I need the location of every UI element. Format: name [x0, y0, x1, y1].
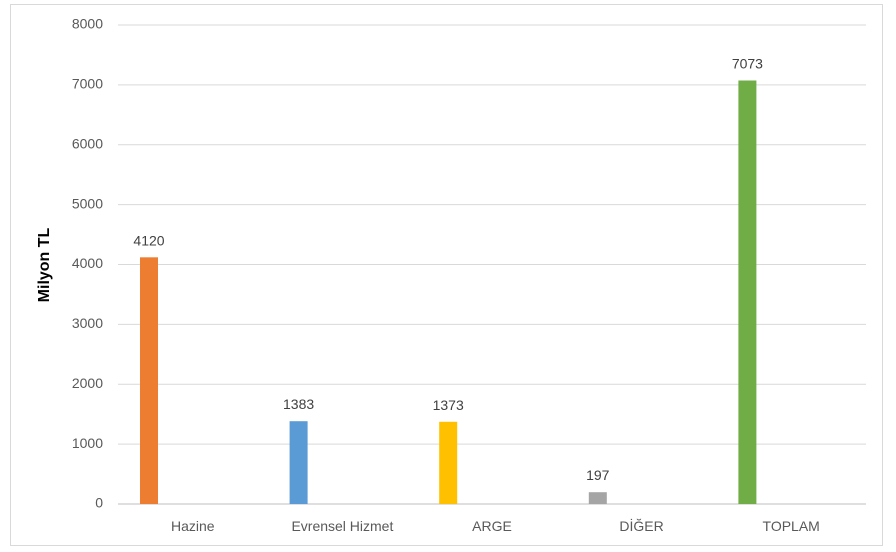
data-label-1: 1383	[283, 396, 314, 412]
bar-2	[439, 421, 458, 504]
y-tick-label: 5000	[72, 195, 103, 211]
y-tick-label: 4000	[72, 255, 103, 271]
bar-4	[738, 80, 757, 505]
x-tick-label-2: ARGE	[472, 518, 512, 534]
data-label-2: 1373	[433, 397, 464, 413]
y-tick-label: 8000	[72, 16, 103, 32]
data-label-4: 7073	[732, 56, 763, 72]
y-tick-label: 3000	[72, 315, 103, 331]
x-axis-ticks: Hazine Evrensel Hizmet ARGE DİĞER TOPLAM	[171, 517, 820, 534]
bar-0	[140, 257, 158, 504]
bar-1	[289, 421, 308, 504]
y-tick-label: 0	[95, 495, 103, 511]
y-tick-label: 7000	[72, 76, 103, 92]
x-tick-label-0: Hazine	[171, 518, 215, 534]
y-tick-label: 6000	[72, 135, 103, 151]
y-tick-label: 1000	[72, 435, 103, 451]
y-axis-ticks: 0 1000 2000 3000 4000 5000 6000 7000 8000	[72, 16, 103, 511]
bars	[140, 80, 757, 505]
x-tick-label-4: TOPLAM	[763, 518, 820, 534]
y-tick-label: 2000	[72, 375, 103, 391]
data-label-0: 4120	[133, 232, 164, 248]
x-tick-label-1: Evrensel Hizmet	[291, 518, 393, 534]
x-tick-label-3: DİĞER	[619, 517, 663, 534]
data-labels: 4120 1383 1373 197 7073	[133, 56, 763, 484]
data-label-3: 197	[586, 467, 610, 483]
y-axis-title: Milyon TL	[36, 227, 53, 302]
bar-3	[588, 492, 607, 504]
